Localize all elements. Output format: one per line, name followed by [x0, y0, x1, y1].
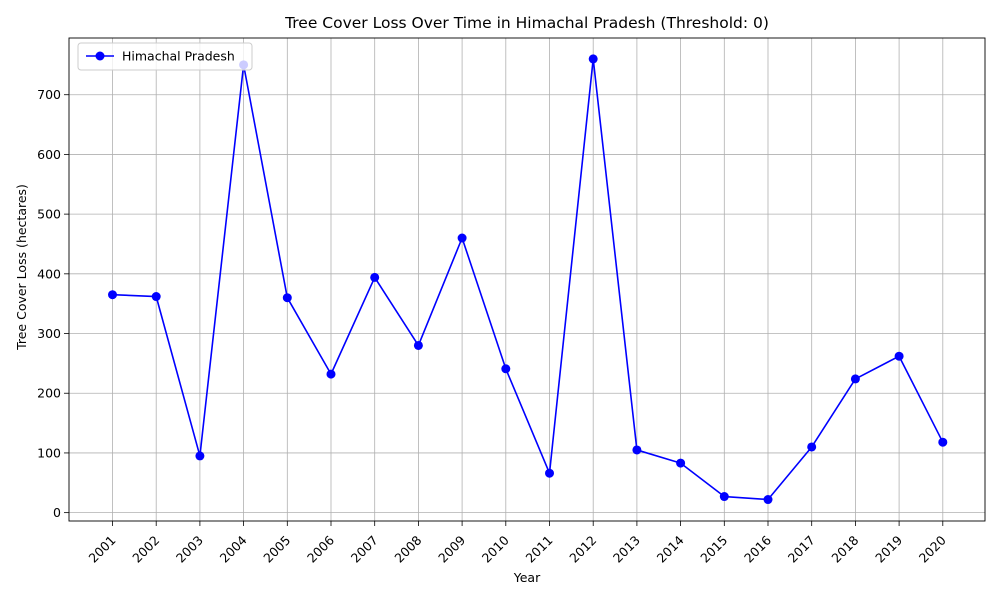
- y-tick-label: 500: [37, 207, 61, 222]
- y-tick-label: 0: [53, 505, 61, 520]
- data-point: [632, 445, 642, 455]
- legend: Himachal Pradesh: [77, 42, 253, 71]
- series-layer: [108, 54, 948, 505]
- data-point: [676, 458, 686, 468]
- y-tick-label: 100: [37, 445, 61, 460]
- data-point: [545, 468, 554, 478]
- legend-box: [77, 42, 253, 71]
- y-tick-label: 600: [37, 147, 61, 162]
- y-axis-label: Tree Cover Loss (hectares): [14, 184, 29, 351]
- data-point: [108, 290, 117, 300]
- data-point: [850, 374, 860, 384]
- grid: [69, 38, 985, 521]
- y-tick-label: 200: [37, 386, 61, 401]
- data-point: [195, 451, 205, 461]
- y-tick-label: 300: [37, 326, 61, 341]
- data-point: [413, 340, 423, 350]
- data-point: [807, 442, 817, 452]
- data-point: [457, 233, 467, 243]
- data-point: [282, 293, 292, 303]
- y-tick-label: 700: [37, 87, 61, 102]
- plot-frame: [68, 37, 986, 522]
- data-point: [719, 492, 729, 502]
- legend-marker: [95, 51, 105, 61]
- data-point: [938, 437, 948, 447]
- chart-title: Tree Cover Loss Over Time in Himachal Pr…: [284, 14, 769, 32]
- x-axis-label: Year: [513, 570, 541, 585]
- data-point: [501, 364, 511, 374]
- legend-label: Himachal Pradesh: [122, 49, 235, 64]
- series-line: [112, 58, 944, 501]
- data-point: [151, 292, 161, 302]
- data-point: [894, 351, 904, 361]
- data-point: [588, 54, 598, 64]
- data-point: [763, 495, 773, 505]
- data-point: [326, 369, 336, 379]
- data-point: [370, 272, 380, 282]
- y-tick-label: 400: [37, 266, 61, 281]
